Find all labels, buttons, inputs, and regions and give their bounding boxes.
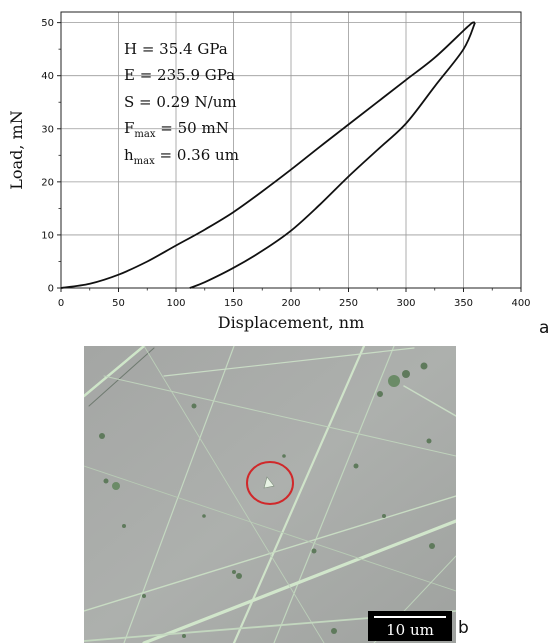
x-tick-label: 400 [511,298,530,309]
annotation-fmax: Fmax = 50 mN [124,119,229,140]
annotation-hmax: hmax = 0.36 um [124,146,239,167]
annotation-modulus: E = 235.9 GPa [124,66,235,84]
y-tick-label: 50 [41,18,54,29]
x-tick-label: 150 [224,298,243,309]
x-tick-label: 250 [339,298,358,309]
parameter-annotations: H = 35.4 GPa E = 235.9 GPa S = 0.29 N/um… [124,40,239,167]
grid-lines [61,12,521,288]
curves [60,21,476,289]
panel-label-b: b [458,618,469,638]
scale-bar-label: 10 um [386,621,434,639]
annotation-hardness: H = 35.4 GPa [124,40,228,58]
y-tick-label: 0 [48,284,54,295]
surface-scratches [84,346,456,643]
loading-curve [60,21,476,289]
axis-ticks: 0 50 100 150 200 250 300 350 400 0 10 20 30 40 50 [41,18,530,309]
indent-impression [263,476,275,489]
indentation-micrograph: 10 um [84,346,456,643]
micrograph-background [84,346,456,643]
x-tick-label: 0 [58,298,64,309]
y-tick-label: 10 [41,230,54,241]
indent-highlight-circle [246,461,294,505]
surface-debris [99,362,435,638]
scale-bar: 10 um [368,611,452,641]
x-tick-label: 100 [166,298,185,309]
panel-label-a: a [539,318,550,338]
y-tick-label: 20 [41,177,54,188]
x-tick-label: 200 [281,298,300,309]
indent-marker [246,461,294,505]
y-axis-label: Load, mN [7,110,26,189]
x-tick-label: 350 [454,298,473,309]
y-tick-label: 30 [41,124,54,135]
y-tick-label: 40 [41,71,54,82]
x-tick-label: 50 [112,298,125,309]
x-tick-label: 300 [396,298,415,309]
annotation-stiffness: S = 0.29 N/um [124,93,237,111]
x-axis-label: Displacement, nm [218,313,365,332]
unloading-curve [189,22,476,289]
load-displacement-chart: 0 50 100 150 200 250 300 350 400 0 10 20 30 40 50 Disp… [7,11,531,332]
